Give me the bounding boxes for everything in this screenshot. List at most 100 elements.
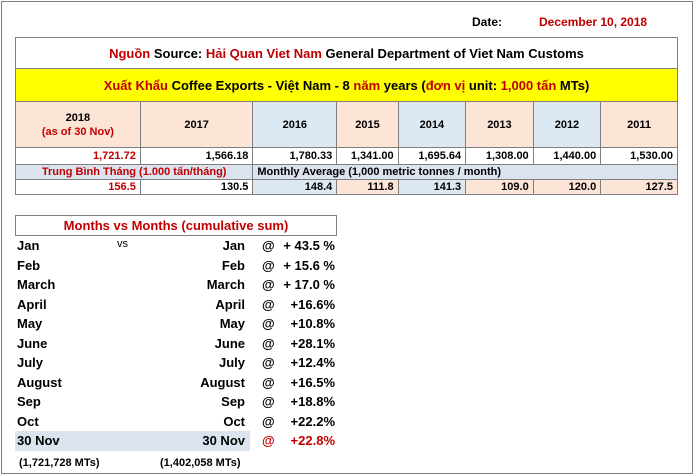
source-en-org: General Department of Viet Nam Customs	[321, 45, 584, 61]
month-right: Feb	[221, 257, 245, 273]
exports-title-unit: unit:	[465, 77, 501, 93]
year-cell: 2018 (as of 30 Nov)	[15, 101, 141, 148]
date-row: Date: December 10, 2018	[472, 15, 682, 29]
total-cell: 1,566.18	[139, 147, 254, 165]
month-left: March	[17, 277, 56, 292]
month-at: @	[262, 257, 275, 273]
exports-title-mts: MTs)	[556, 77, 590, 93]
footer-left-total: (1,721,728 MTs)	[19, 457, 100, 469]
year-cell: 2017	[139, 101, 254, 148]
month-row: July July @ +12.4%	[15, 353, 345, 373]
year-label: 2011	[627, 118, 652, 131]
month-left: April	[17, 296, 47, 312]
total-cell: 1,440.00	[532, 147, 602, 165]
month-left: Sep	[17, 394, 41, 409]
exports-title-years: years (	[380, 77, 426, 93]
total-cell: 1,721.72	[15, 147, 141, 165]
month-pct: + 15.6 %	[283, 257, 335, 273]
exports-title-ton: 1,000 tấn	[500, 77, 557, 93]
avg-cell: 120.0	[532, 179, 602, 195]
source-cell: Nguồn Source: Hải Quan Viet Nam General …	[15, 37, 678, 69]
month-left: Feb	[17, 257, 41, 273]
year-cell: 2012	[532, 101, 602, 148]
avg-cell: 127.5	[600, 179, 678, 195]
year-cell: 2013	[465, 101, 534, 148]
month-at: @	[262, 413, 275, 429]
total-cell: 1,695.64	[397, 147, 467, 165]
year-label: 2017	[184, 118, 209, 131]
avg-label-en: Monthly Average (1,000 metric tonnes / m…	[252, 164, 678, 180]
month-row: Feb Feb @ + 15.6 %	[15, 256, 345, 276]
month-right: March	[206, 277, 245, 292]
avg-cell: 130.5	[139, 179, 254, 195]
year-label: 2013	[487, 118, 512, 131]
year-cell: 2015	[336, 101, 399, 148]
month-vs: vs	[117, 238, 128, 250]
avg-cell: 148.4	[252, 179, 338, 195]
year-cell: 2011	[600, 101, 678, 148]
year-sub-label: (as of 30 Nov)	[41, 125, 114, 138]
avg-cell: 141.3	[397, 179, 467, 195]
month-left: 30 Nov	[17, 433, 60, 448]
footer-right-total: (1,402,058 MTs)	[160, 457, 241, 469]
month-row: Oct Oct @ +22.2%	[15, 412, 345, 432]
month-pct: +22.8%	[290, 433, 335, 448]
month-right: August	[200, 374, 245, 390]
total-cell: 1,308.00	[465, 147, 534, 165]
month-left: June	[17, 335, 48, 351]
month-at: @	[262, 433, 275, 448]
year-label: 2012	[554, 118, 580, 131]
date-label: Date:	[472, 15, 503, 29]
total-cell: 1,341.00	[336, 147, 399, 165]
month-at: @	[262, 277, 275, 292]
month-right: June	[214, 335, 245, 351]
month-pct: +18.8%	[290, 394, 335, 409]
month-at: @	[262, 335, 275, 351]
month-at: @	[262, 296, 275, 312]
total-cell: 1,530.00	[600, 147, 678, 165]
avg-label-vi: Trung Bình Tháng (1.000 tấn/tháng)	[14, 164, 254, 180]
exports-table: Nguồn Source: Hải Quan Viet Nam General …	[14, 37, 678, 195]
source-en-label: Source:	[150, 45, 206, 61]
month-pct: +12.4%	[290, 355, 335, 370]
month-row-current: 30 Nov 30 Nov @ +22.8%	[15, 431, 335, 451]
month-right: April	[215, 296, 245, 312]
month-at: @	[262, 355, 275, 370]
avg-cell: 109.0	[465, 179, 534, 195]
month-pct: +28.1%	[290, 335, 335, 351]
avg-cell: 156.5	[15, 179, 141, 195]
month-right: Oct	[223, 413, 245, 429]
month-pct: + 17.0 %	[283, 277, 335, 292]
month-right: 30 Nov	[202, 433, 245, 448]
month-row: April April @ +16.6%	[15, 295, 345, 315]
total-cell: 1,780.33	[252, 147, 338, 165]
month-pct: + 43.5 %	[283, 238, 335, 253]
month-row: August August @ +16.5%	[15, 373, 345, 393]
month-at: @	[262, 374, 275, 390]
year-cell: 2016	[252, 101, 338, 148]
months-title: Months vs Months (cumulative sum)	[15, 215, 337, 236]
month-left: Oct	[17, 413, 39, 429]
date-value: December 10, 2018	[539, 15, 648, 29]
month-pct: +10.8%	[290, 316, 335, 331]
month-at: @	[262, 394, 275, 409]
source-vi-org: Hải Quan Viet Nam	[205, 45, 322, 61]
month-right: Jan	[222, 238, 245, 253]
months-list: Jan vs Jan @ + 43.5 % Feb Feb @ + 15.6 % March M…	[15, 236, 345, 451]
month-row: May May @ +10.8%	[15, 314, 345, 334]
avg-cell: 111.8	[336, 179, 399, 195]
year-label: 2015	[355, 118, 380, 131]
year-label: 2014	[419, 118, 445, 131]
month-right: Sep	[221, 394, 245, 409]
exports-title-nam: năm	[353, 77, 381, 93]
month-row: March March @ + 17.0 %	[15, 275, 345, 295]
month-left: May	[17, 316, 43, 331]
month-at: @	[262, 238, 275, 253]
month-pct: +16.5%	[290, 374, 335, 390]
exports-title-vi: Xuất Khẩu	[103, 77, 168, 93]
year-label: 2016	[282, 118, 308, 131]
month-left: August	[17, 374, 62, 390]
month-row: Jan vs Jan @ + 43.5 %	[15, 236, 345, 256]
exports-title-en: Coffee Exports - Việt Nam - 8	[167, 77, 354, 93]
